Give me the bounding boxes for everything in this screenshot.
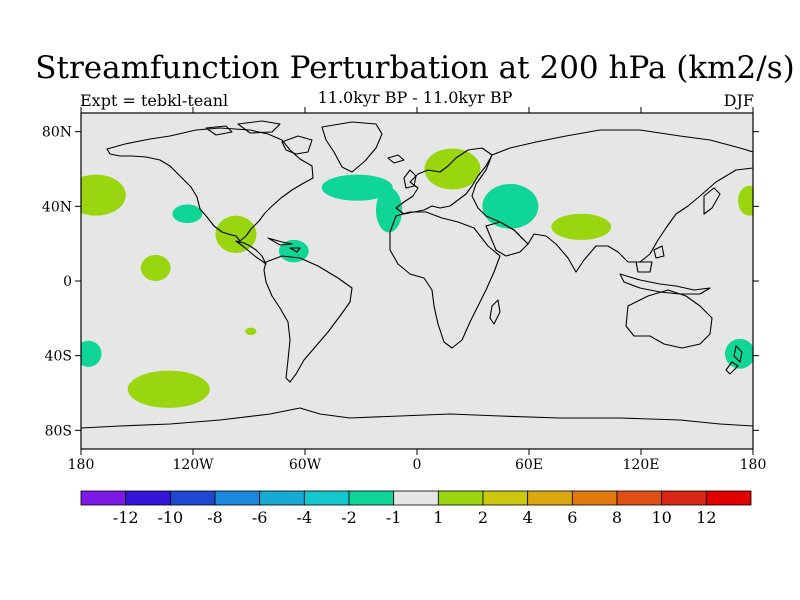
anomaly-central-pacific-north	[172, 204, 203, 224]
coastline-iceland	[387, 154, 405, 164]
coastline-asia	[471, 129, 753, 273]
colorbar-swatch	[125, 490, 171, 506]
lat-tick-label: 40N	[42, 199, 72, 215]
coastline-south-america	[263, 255, 353, 383]
colorbar-label: 8	[612, 508, 622, 527]
colorbar-label: -8	[207, 508, 223, 527]
colorbar-swatch	[169, 490, 216, 506]
colorbar: -12 -10 -8 -6 -4 -2 -1 1 2 4 6 8 10 12	[80, 490, 752, 527]
coastline-africa	[389, 211, 501, 349]
anomaly-tropical-pacific	[140, 254, 171, 281]
colorbar-label: -10	[157, 508, 183, 527]
period-label: 11.0kyr BP - 11.0kyr BP	[317, 88, 513, 107]
anomaly-north-pacific-east	[738, 185, 753, 216]
colorbar-swatch	[80, 490, 127, 506]
plot-title: Streamfunction Perturbation at 200 hPa (…	[35, 50, 795, 86]
anomaly-mexico	[215, 215, 257, 253]
colorbar-swatch	[705, 490, 752, 506]
lat-tick-label: 80N	[42, 125, 72, 141]
anomaly-caribbean	[278, 239, 309, 263]
colorbar-swatch	[259, 490, 305, 506]
anomaly-new-zealand	[725, 338, 753, 369]
lon-tick-label: 120W	[172, 457, 214, 473]
colorbar-swatch	[303, 490, 350, 506]
lon-tick-label: 0	[413, 457, 422, 473]
anomaly-scandinavia	[424, 148, 481, 190]
lat-tick-label: 40S	[45, 349, 72, 365]
coastline-new-zealand	[725, 345, 743, 375]
colorbar-swatch	[393, 490, 439, 506]
anomaly-south-atlantic-small	[245, 327, 257, 336]
anomaly-east-atlantic	[375, 187, 403, 233]
colorbar-swatch	[348, 490, 395, 506]
anomaly-north-atlantic	[321, 174, 393, 201]
colorbar-swatch	[616, 490, 663, 506]
anomaly-south-pacific-west	[81, 340, 102, 367]
lon-tick-label: 180	[740, 457, 767, 473]
coastline-madagascar	[489, 299, 501, 325]
coastline-japan	[703, 187, 721, 215]
anomaly-caspian-region	[482, 183, 539, 229]
coastline-antarctica	[81, 407, 753, 429]
colorbar-label: -12	[113, 508, 139, 527]
anomaly-south-pacific	[127, 370, 210, 408]
coastline-north-america	[106, 127, 314, 242]
coastline-arctic-islands	[205, 120, 313, 155]
anomaly-layer	[81, 148, 753, 408]
colorbar-swatch	[661, 490, 707, 506]
colorbar-swatch	[482, 490, 529, 506]
coastline-australia	[625, 289, 713, 349]
anomaly-tibet	[551, 213, 612, 240]
lat-tick-label: 80S	[45, 423, 72, 439]
colorbar-swatch	[571, 490, 618, 506]
axis-ticks: 80N 40N 0 40S 80S 180 120W 60W 0 60E 120E 180	[42, 107, 766, 473]
colorbar-label: -6	[252, 508, 268, 527]
coastline-greenland	[321, 121, 383, 173]
coastline-indonesia	[619, 245, 711, 295]
coastline-uk	[403, 169, 417, 189]
colorbar-label: 4	[523, 508, 533, 527]
lon-tick-label: 180	[68, 457, 95, 473]
anomaly-north-pacific-west	[81, 174, 126, 216]
colorbar-label: 2	[478, 508, 488, 527]
colorbar-label: -4	[297, 508, 313, 527]
lon-tick-label: 60W	[289, 457, 322, 473]
experiment-label: Expt = tebkl-teanl	[80, 91, 229, 110]
colorbar-label: 12	[696, 508, 716, 527]
colorbar-label: -2	[341, 508, 357, 527]
coastline-layer	[81, 120, 753, 429]
colorbar-swatch	[214, 490, 261, 506]
colorbar-label: -1	[386, 508, 402, 527]
lon-tick-label: 60E	[515, 457, 543, 473]
colorbar-label: 10	[651, 508, 671, 527]
colorbar-label: 1	[433, 508, 443, 527]
lon-tick-label: 120E	[623, 457, 660, 473]
colorbar-swatch	[527, 490, 573, 506]
colorbar-swatch	[437, 490, 484, 506]
lat-tick-label: 0	[63, 274, 72, 290]
season-label: DJF	[723, 91, 754, 110]
colorbar-label: 6	[567, 508, 577, 527]
coastline-caribbean	[267, 237, 301, 253]
